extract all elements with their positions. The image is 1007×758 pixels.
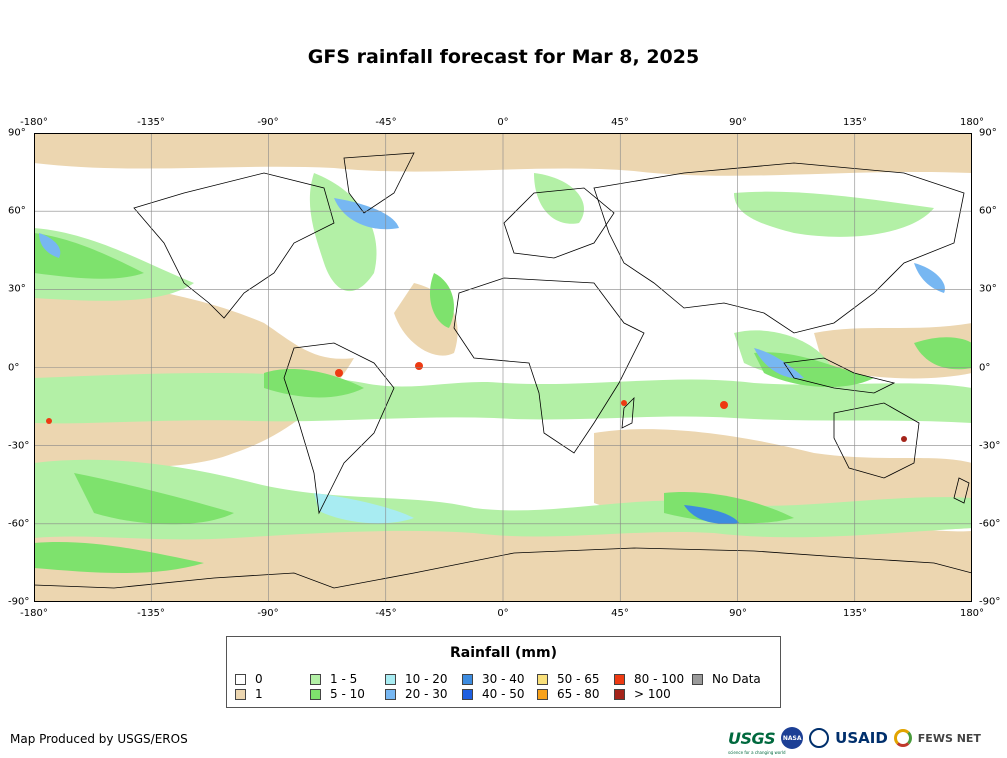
legend-title: Rainfall (mm) [450, 645, 557, 661]
lat-tick-left: 90° [8, 127, 26, 139]
lon-tick-top: 90° [729, 117, 747, 128]
legend-label: 5 - 10 [330, 687, 365, 701]
lat-tick-left: 60° [8, 205, 26, 217]
legend-item: 50 - 65 [537, 672, 600, 686]
usaid-seal-icon [809, 728, 830, 748]
lat-tick-right: 60° [979, 205, 997, 217]
legend-item: 40 - 50 [462, 687, 525, 701]
lat-tick-right: 30° [979, 283, 997, 295]
legend-swatch [462, 673, 473, 685]
legend-label: 1 [255, 687, 263, 701]
map-title: GFS rainfall forecast for Mar 8, 2025 [307, 46, 700, 68]
lat-tick-right: 0° [979, 362, 991, 374]
rainfall-map[interactable] [34, 133, 972, 602]
legend: Rainfall (mm) 0 1 1 - 5 5 - 10 10 - 20 2… [226, 636, 781, 708]
lat-tick-right: 90° [979, 127, 997, 139]
lon-tick-top: -45° [375, 117, 397, 128]
legend-item: 65 - 80 [537, 687, 600, 701]
legend-item: 1 - 5 [310, 672, 357, 686]
coastlines [34, 152, 972, 589]
legend-label: > 100 [634, 687, 671, 701]
legend-item: > 100 [614, 687, 671, 701]
rain-heavy-areas [39, 198, 945, 524]
legend-label: 30 - 40 [482, 672, 525, 686]
lon-tick-bottom: 135° [842, 608, 868, 619]
legend-item: 5 - 10 [310, 687, 365, 701]
usgs-wordmark: USGS [728, 728, 776, 748]
lon-tick-top: 180° [959, 117, 985, 128]
lat-tick-right: -60° [979, 518, 1001, 530]
legend-swatch [614, 688, 625, 700]
lon-tick-bottom: -180° [20, 608, 48, 619]
legend-item: No Data [692, 672, 761, 686]
legend-label: 10 - 20 [405, 672, 448, 686]
usgs-logo: USGS science for a changing world [728, 728, 786, 755]
lon-tick-bottom: 180° [959, 608, 985, 619]
legend-swatch [614, 673, 625, 685]
legend-item: 30 - 40 [462, 672, 525, 686]
lat-tick-right: -90° [979, 596, 1001, 608]
usgs-tagline: science for a changing world [728, 749, 786, 755]
lon-tick-top: -90° [257, 117, 279, 128]
lon-tick-bottom: -90° [257, 608, 279, 619]
lon-tick-top: 45° [611, 117, 629, 128]
lat-tick-left: -60° [8, 518, 30, 530]
legend-label: 20 - 30 [405, 687, 448, 701]
legend-swatch [310, 673, 321, 685]
partner-logos: USGS science for a changing world NASA U… [728, 724, 981, 755]
graticule [34, 133, 972, 602]
map-frame [34, 133, 972, 602]
legend-label: 1 - 5 [330, 672, 358, 686]
lat-tick-left: -90° [8, 596, 30, 608]
legend-item: 80 - 100 [614, 672, 684, 686]
lon-tick-bottom: -135° [137, 608, 165, 619]
legend-swatch [692, 673, 703, 685]
legend-swatch [235, 673, 246, 685]
legend-item: 1 [235, 687, 263, 701]
fews-net-icon [893, 729, 912, 747]
lat-tick-right: -30° [979, 440, 1001, 452]
lat-tick-left: -30° [8, 440, 30, 452]
legend-swatch [462, 688, 473, 700]
legend-label: 65 - 80 [557, 687, 600, 701]
lon-tick-top: 135° [842, 117, 868, 128]
lon-tick-bottom: 0° [497, 608, 509, 619]
usaid-wordmark: USAID [835, 729, 888, 747]
lon-tick-top: 0° [497, 117, 509, 128]
lon-tick-bottom: 45° [611, 608, 629, 619]
legend-item: 20 - 30 [385, 687, 448, 701]
nasa-logo: NASA [781, 727, 804, 749]
lon-tick-bottom: 90° [729, 608, 747, 619]
legend-swatch [385, 673, 396, 685]
legend-swatch [235, 688, 246, 700]
lon-tick-bottom: -45° [375, 608, 397, 619]
legend-label: No Data [712, 672, 761, 686]
legend-label: 0 [255, 672, 263, 686]
map-credit: Map Produced by USGS/EROS [10, 732, 188, 746]
legend-swatch [537, 673, 548, 685]
lat-tick-left: 0° [8, 362, 20, 374]
fews-net-wordmark: FEWS NET [917, 731, 981, 745]
legend-swatch [385, 688, 396, 700]
lon-tick-top: -180° [20, 117, 48, 128]
legend-label: 40 - 50 [482, 687, 525, 701]
legend-item: 10 - 20 [385, 672, 448, 686]
legend-swatch [310, 688, 321, 700]
legend-label: 50 - 65 [557, 672, 600, 686]
legend-item: 0 [235, 672, 263, 686]
legend-label: 80 - 100 [634, 672, 685, 686]
legend-swatch [537, 688, 548, 700]
rain-5-10mm-areas [34, 233, 972, 573]
lat-tick-left: 30° [8, 283, 26, 295]
lon-tick-top: -135° [137, 117, 165, 128]
